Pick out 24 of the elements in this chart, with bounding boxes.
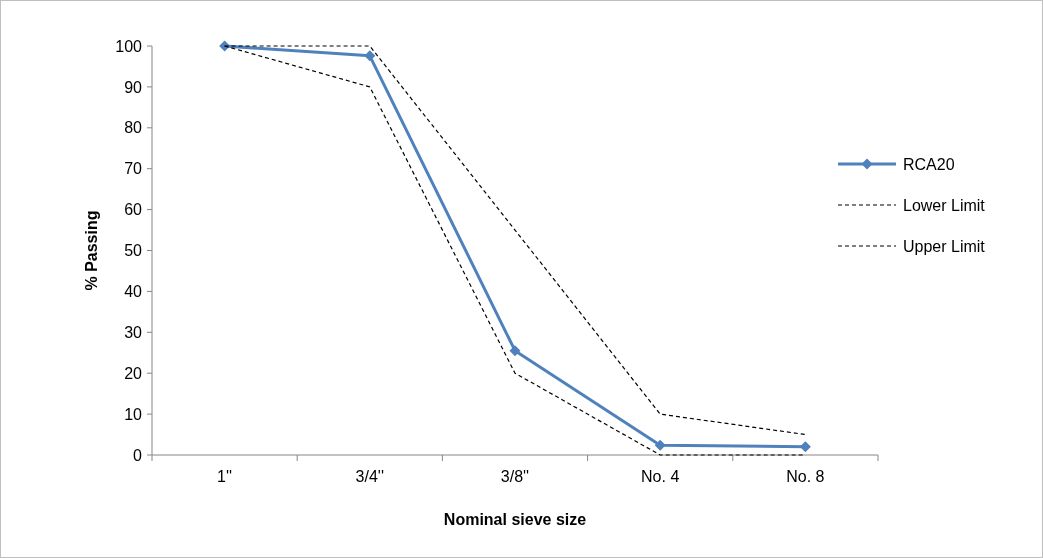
- point: [509, 345, 521, 357]
- legend-label: RCA20: [903, 155, 955, 173]
- y-tick-label: 30: [124, 323, 143, 341]
- point: [654, 439, 666, 451]
- y-axis-title: % Passing: [83, 210, 100, 291]
- y-tick-label: 50: [124, 242, 143, 260]
- x-tick-label: No. 4: [641, 468, 680, 485]
- y-tick-label: 20: [124, 364, 143, 382]
- y-tick-label: 80: [124, 119, 143, 137]
- y-tick-label: 60: [124, 201, 143, 219]
- x-tick-label: 3/8'': [500, 468, 530, 485]
- y-tick-label: 40: [124, 283, 143, 300]
- x-axis-title: Nominal sieve size: [443, 511, 587, 528]
- x-tick-label: 1'': [217, 468, 233, 485]
- legend-label: Lower Limit: [903, 196, 986, 214]
- y-tick-label: 70: [124, 160, 143, 178]
- y-tick-label: 0: [133, 446, 143, 464]
- y-tick-label: 90: [124, 78, 143, 96]
- y-tick-label: 10: [124, 405, 143, 423]
- y-tick-label: 100: [115, 37, 143, 55]
- x-tick-label: 3/4'': [355, 468, 384, 485]
- x-tick-label: No. 8: [786, 468, 825, 485]
- point: [364, 50, 376, 62]
- legend-label: Upper Limit: [903, 237, 986, 255]
